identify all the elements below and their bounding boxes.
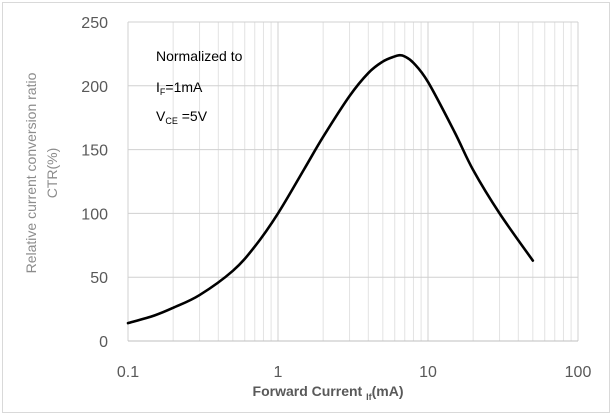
x-tick-label: 1	[274, 364, 283, 381]
x-tick-labels: 0.1 1 10 100	[117, 364, 592, 381]
note-if-value: =1mA	[165, 79, 203, 95]
y-tick-label: 50	[90, 270, 108, 287]
grid-lines	[127, 21, 579, 342]
y-tick-label: 150	[81, 143, 108, 160]
y-axis-label-line1: Relative current conversion ratio	[23, 72, 39, 273]
note-if-symbol: I	[156, 79, 160, 95]
y-axis-label: Relative current conversion ratio CTR(%)	[23, 72, 60, 273]
note-line-vce: VCE =5V	[156, 108, 208, 126]
x-axis-label-main: Forward Current	[253, 383, 367, 399]
note-line-if: IF=1mA	[156, 79, 203, 97]
note-line-normalized: Normalized to	[156, 48, 243, 64]
x-axis-label-subscript: If	[366, 392, 373, 402]
normalization-note: Normalized to IF=1mA VCE =5V	[156, 48, 243, 126]
x-axis-label: Forward Current If(mA)	[253, 383, 404, 402]
x-tick-label: 10	[419, 364, 437, 381]
y-tick-label: 250	[81, 15, 108, 32]
x-axis-label-unit: (mA)	[372, 383, 404, 399]
note-vce-symbol: V	[156, 108, 166, 124]
note-vce-value: =5V	[178, 108, 208, 124]
x-tick-label: 100	[565, 364, 592, 381]
note-if-subscript: F	[160, 87, 166, 97]
chart-frame	[2, 2, 610, 413]
series-lines	[126, 53, 535, 325]
ctr-curve	[126, 53, 535, 325]
note-vce-subscript: CE	[165, 116, 178, 126]
y-tick-labels: 0 50 100 150 200 250	[81, 15, 108, 351]
x-tick-label: 0.1	[117, 364, 139, 381]
y-axis-label-line2: CTR(%)	[44, 148, 60, 199]
y-tick-label: 200	[81, 79, 108, 96]
y-tick-label: 100	[81, 206, 108, 223]
y-tick-label: 0	[99, 334, 108, 351]
